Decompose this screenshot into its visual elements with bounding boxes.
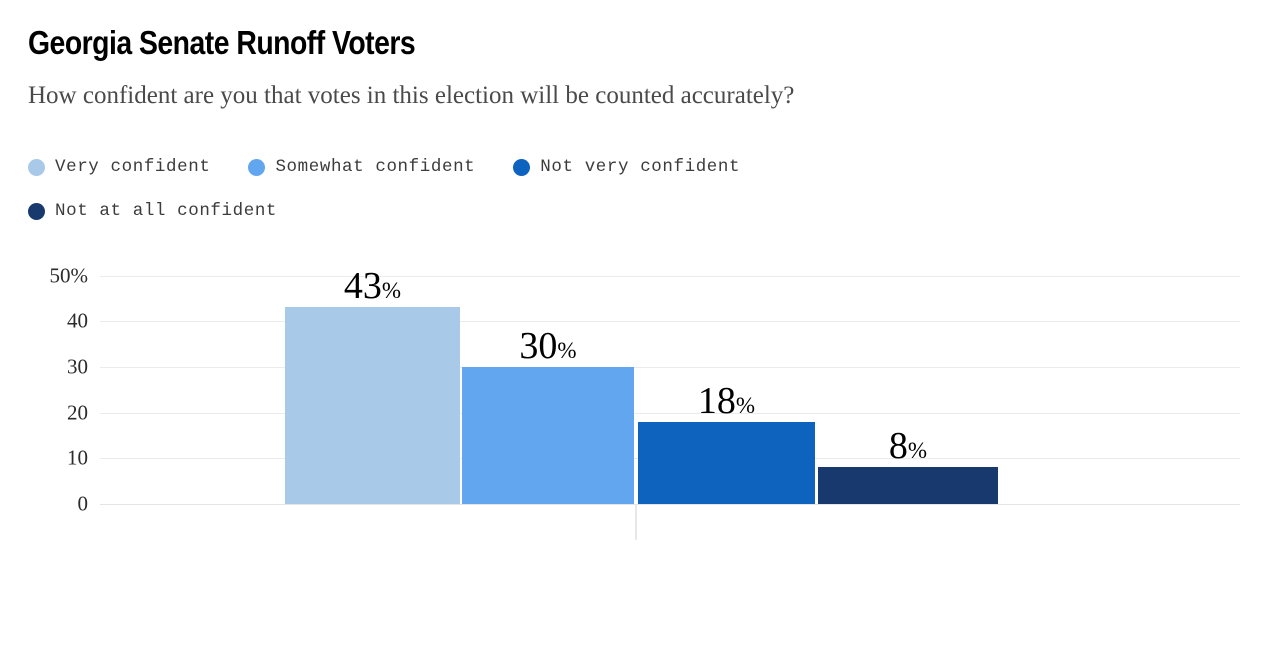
- chart-legend: Very confident Somewhat confident Not ve…: [28, 152, 1248, 240]
- bar-value-number: 43: [343, 265, 382, 307]
- legend-item-label: Somewhat confident: [275, 157, 476, 177]
- legend-item-label: Not very confident: [540, 157, 741, 177]
- bar-value-number: 30: [519, 325, 558, 367]
- bar-rect: [285, 307, 460, 504]
- bar-value-percent: %: [381, 278, 402, 303]
- legend-item-label: Not at all confident: [55, 201, 278, 221]
- bar-value-label: 30%: [519, 327, 576, 365]
- plot-area: 50% 40 30 20 10 0 43% 30%: [0, 250, 1280, 550]
- y-axis-tick-label: 40: [67, 308, 88, 333]
- gridline-0: [100, 504, 1240, 505]
- y-axis-tick-label: 30: [67, 354, 88, 379]
- bar-not-at-all-confident[interactable]: 8%: [818, 427, 998, 504]
- bar-value-number: 8: [888, 425, 908, 467]
- chart-footer: NBC NEWS DECISION 2020: [0, 594, 1280, 672]
- bar-value-percent: %: [907, 438, 928, 463]
- bar-very-confident[interactable]: 43%: [285, 267, 460, 504]
- y-axis-tick-label: 50%: [49, 263, 89, 288]
- bar-value-label: 8%: [889, 427, 927, 465]
- legend-item-somewhat-confident[interactable]: Somewhat confident: [248, 152, 475, 182]
- bar-somewhat-confident[interactable]: 30%: [462, 327, 634, 504]
- legend-item-label: Very confident: [55, 157, 211, 177]
- gridline-20: [100, 413, 1240, 414]
- gridlines: 50% 40 30 20 10 0: [0, 250, 1280, 550]
- gridline-40: [100, 321, 1240, 322]
- bar-rect: [462, 367, 634, 504]
- gridline-30: [100, 367, 1240, 368]
- chart-subtitle: How confident are you that votes in this…: [28, 82, 795, 109]
- bar-value-label: 18%: [698, 382, 755, 420]
- legend-swatch-icon: [28, 158, 45, 176]
- bar-value-label: 43%: [344, 267, 401, 305]
- page-title: Georgia Senate Runoff Voters: [28, 24, 416, 61]
- bar-rect: [818, 467, 998, 504]
- y-axis-tick-label: 20: [67, 400, 88, 425]
- bar-value-number: 18: [697, 380, 736, 422]
- legend-swatch-icon: [28, 202, 45, 220]
- bar-rect: [638, 422, 815, 504]
- y-axis-tick-label: 0: [77, 491, 89, 516]
- x-axis-tick-mark: [635, 504, 637, 540]
- legend-item-not-at-all-confident[interactable]: Not at all confident: [28, 196, 1210, 226]
- legend-swatch-icon: [513, 158, 531, 176]
- legend-item-very-confident[interactable]: Very confident: [28, 152, 210, 182]
- bar-value-percent: %: [735, 393, 756, 418]
- legend-swatch-icon: [248, 158, 266, 176]
- bar-series: 43% 30% 18% 8%: [0, 250, 1280, 550]
- bar-not-very-confident[interactable]: 18%: [638, 382, 815, 504]
- legend-item-not-very-confident[interactable]: Not very confident: [513, 152, 740, 182]
- bar-value-percent: %: [557, 338, 577, 363]
- gridline-50: [100, 276, 1240, 277]
- y-axis-tick-label: 10: [67, 445, 88, 470]
